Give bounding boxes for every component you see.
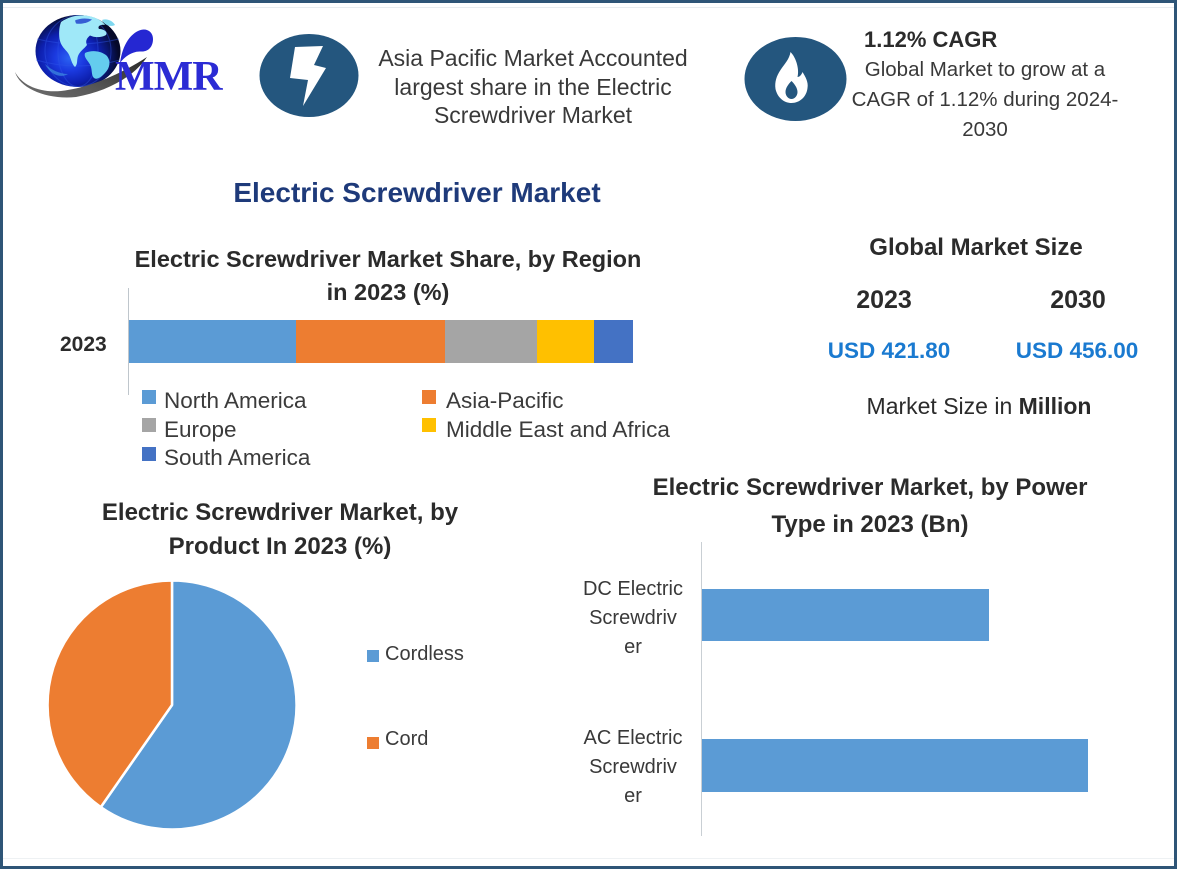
svg-text:MMR: MMR	[115, 54, 223, 100]
